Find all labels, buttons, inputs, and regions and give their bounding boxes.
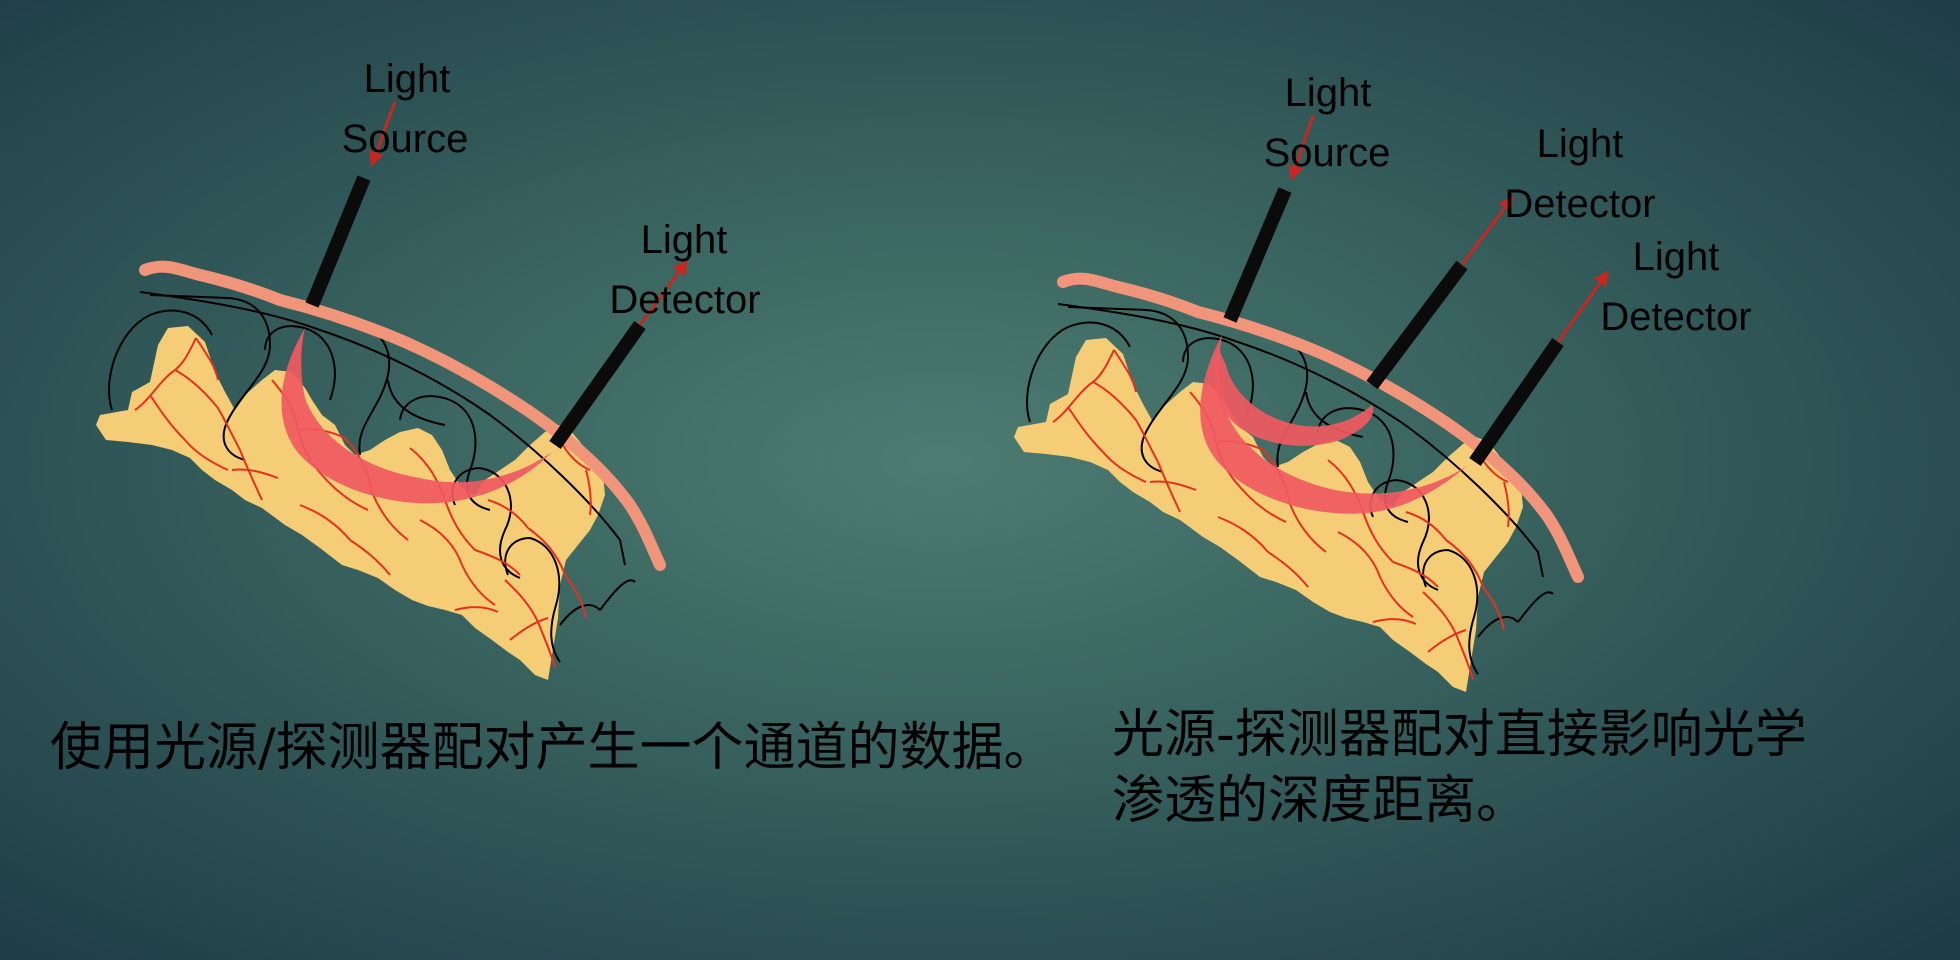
light-detector-probe-2: [1469, 338, 1564, 466]
detector1-arrow: [1460, 195, 1514, 266]
left-panel: Light Source Light Detector: [96, 57, 761, 680]
right-source-label-line2: Source: [1264, 131, 1391, 175]
caption-left: 使用光源/探测器配对产生一个通道的数据。: [50, 718, 1056, 778]
detector2-arrow: [1556, 270, 1609, 343]
light-detector-probe: [549, 320, 646, 450]
source-arrow: [1288, 114, 1315, 181]
right-detector1-label-line2: Detector: [1504, 182, 1655, 226]
caption-right-line2: 渗透的深度距离。: [1112, 771, 1529, 831]
caption-right-line1: 光源-探测器配对直接影响光学: [1112, 705, 1807, 765]
light-path-banana-deep: [1200, 335, 1468, 514]
light-source-probe: [305, 175, 371, 308]
light-detector-probe-1: [1366, 260, 1468, 390]
light-path-banana: [281, 328, 552, 504]
caption-right: 光源-探测器配对直接影响光学 渗透的深度距离。: [1112, 702, 1807, 834]
light-path-banana-shallow: [1214, 348, 1374, 446]
right-detector2-label-line1: Light: [1633, 235, 1720, 279]
source-arrow: [369, 101, 397, 167]
right-source-label-line1: Light: [1285, 71, 1372, 115]
right-panel: Light Source Light Detector Light Detect…: [1014, 71, 1752, 692]
left-source-label-line1: Light: [364, 57, 451, 101]
left-detector-label-line2: Detector: [609, 278, 760, 322]
right-detector2-label-line2: Detector: [1600, 295, 1751, 339]
right-detector1-label-line1: Light: [1537, 122, 1624, 166]
light-source-probe: [1223, 187, 1292, 323]
left-source-label-line2: Source: [342, 117, 469, 161]
detector-arrow: [638, 259, 688, 326]
left-detector-label-line1: Light: [641, 218, 728, 262]
